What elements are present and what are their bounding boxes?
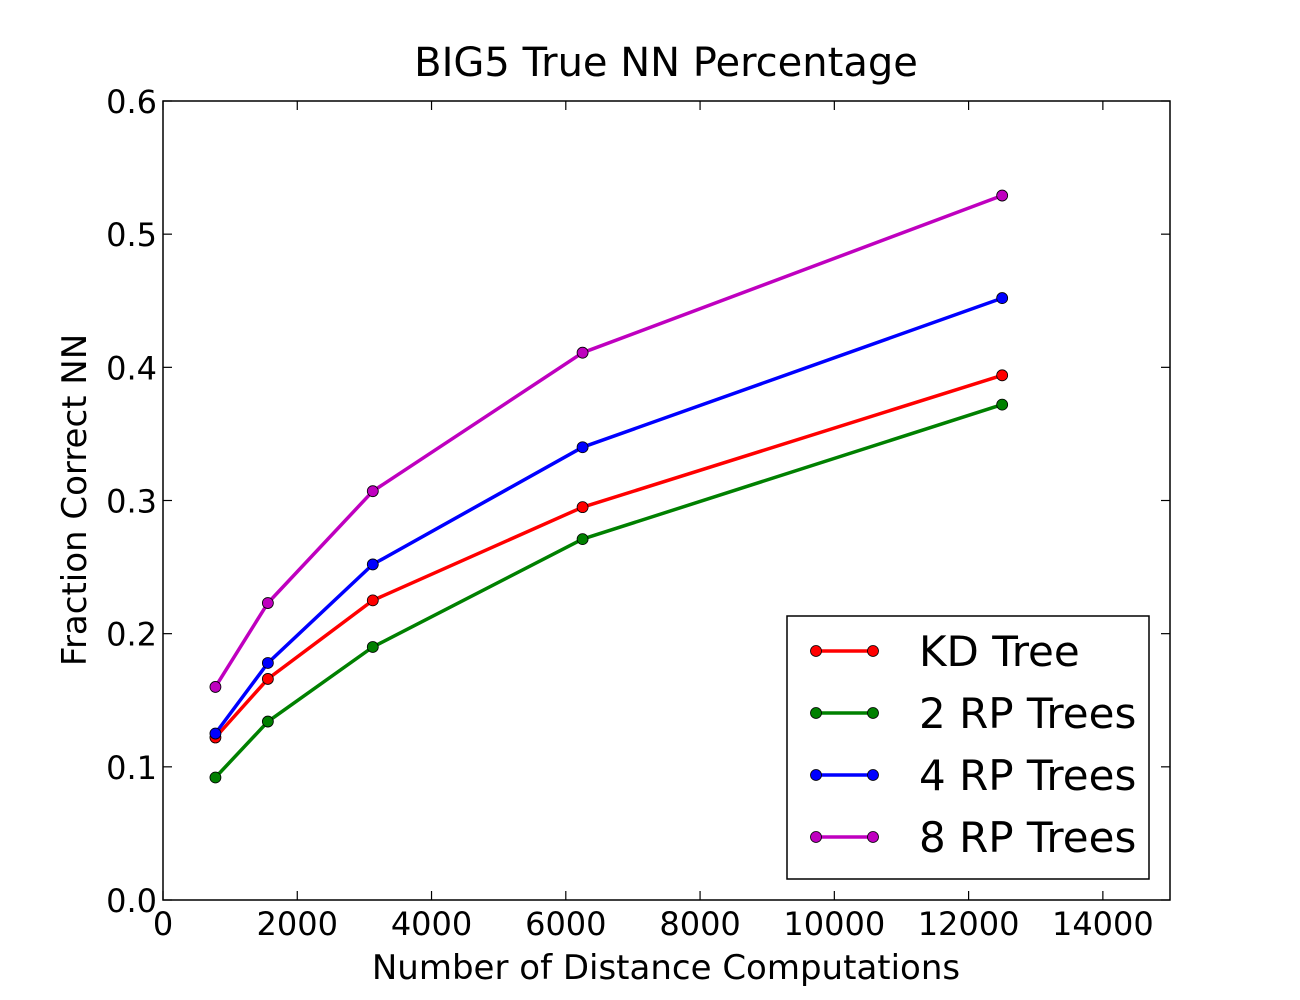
- data-point-2-rp-trees: [996, 398, 1009, 411]
- data-point-2-rp-trees: [261, 715, 274, 728]
- y-tick-label: 0.2: [106, 616, 157, 654]
- y-axis-label: Fraction Correct NN: [55, 334, 95, 666]
- data-point-4-rp-trees: [209, 727, 222, 740]
- data-point-4-rp-trees: [366, 558, 379, 571]
- x-tick-label: 0: [153, 905, 173, 943]
- legend-marker-8-rp-trees: [867, 831, 879, 843]
- legend-marker-2-rp-trees: [867, 707, 879, 719]
- data-point-2-rp-trees: [209, 771, 222, 784]
- plot-area: 0 2000 4000 6000 8000 10000 12000 14000 0.0 0.1 0.…: [106, 83, 1171, 943]
- x-tick-label: 10000: [783, 905, 885, 943]
- legend-marker-4-rp-trees: [867, 769, 879, 781]
- legend-marker-kd-tree: [810, 645, 822, 657]
- x-tick-label: 8000: [659, 905, 740, 943]
- x-tick-label: 12000: [918, 905, 1020, 943]
- x-tick-label: 14000: [1052, 905, 1154, 943]
- legend-label-4-rp-trees: 4 RP Trees: [919, 751, 1136, 800]
- y-tick-label: 0.6: [106, 83, 157, 121]
- data-point-kd-tree: [366, 594, 379, 607]
- y-tick-label: 0.4: [106, 349, 157, 387]
- legend-marker-8-rp-trees: [810, 831, 822, 843]
- legend-marker-4-rp-trees: [810, 769, 822, 781]
- legend-label-kd-tree: KD Tree: [919, 627, 1080, 676]
- chart-title: BIG5 True NN Percentage: [414, 40, 918, 86]
- legend-marker-2-rp-trees: [810, 707, 822, 719]
- data-point-8-rp-trees: [996, 189, 1009, 202]
- data-point-8-rp-trees: [576, 346, 589, 359]
- data-point-kd-tree: [996, 369, 1009, 382]
- data-point-4-rp-trees: [576, 441, 589, 454]
- y-tick-label: 0.5: [106, 216, 157, 254]
- legend-box: [786, 615, 1150, 880]
- data-point-kd-tree: [576, 501, 589, 514]
- data-point-2-rp-trees: [576, 533, 589, 546]
- data-point-8-rp-trees: [366, 485, 379, 498]
- data-point-kd-tree: [261, 673, 274, 685]
- x-tick-label: 2000: [257, 905, 338, 943]
- data-point-4-rp-trees: [996, 292, 1009, 304]
- data-point-4-rp-trees: [261, 657, 274, 669]
- data-point-2-rp-trees: [366, 641, 379, 653]
- data-point-8-rp-trees: [209, 681, 222, 693]
- y-tick-label: 0.1: [106, 749, 157, 787]
- y-tick-label: 0.0: [106, 882, 157, 920]
- legend-label-8-rp-trees: 8 RP Trees: [919, 813, 1136, 862]
- y-tick-label: 0.3: [106, 483, 157, 521]
- legend-marker-kd-tree: [867, 645, 879, 657]
- data-point-8-rp-trees: [261, 597, 274, 609]
- x-tick-label: 4000: [391, 905, 472, 943]
- x-axis-label: Number of Distance Computations: [372, 948, 960, 988]
- x-tick-label: 6000: [525, 905, 606, 943]
- legend-label-2-rp-trees: 2 RP Trees: [919, 689, 1136, 738]
